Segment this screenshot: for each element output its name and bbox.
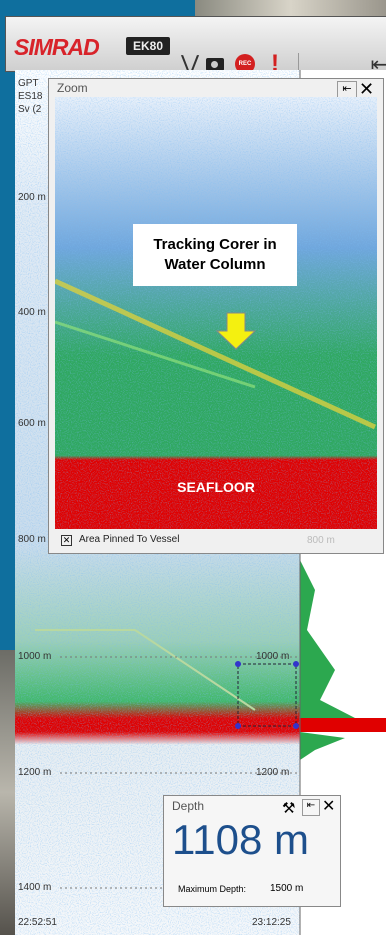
depth-label: 1400 m	[18, 882, 51, 893]
zoom-title: Zoom	[57, 81, 88, 95]
pin-button[interactable]: ⇤	[302, 799, 320, 816]
depth-window: Depth ⚒ ⇤ ✕ 1108 m Maximum Depth: 1500 m	[163, 795, 341, 907]
zoom-window: Zoom ⇤ ✕ Tracking Corer in Water Column …	[48, 78, 384, 554]
max-depth-label: Maximum Depth:	[178, 884, 246, 894]
seafloor-label: SEAFLOOR	[49, 479, 383, 495]
toolbar: SIMRAD EK80 ⋁ REC ! ⇤	[5, 16, 386, 72]
zoom-speckle	[55, 97, 377, 529]
header-line: GPT	[18, 77, 42, 90]
camera-lens	[211, 61, 218, 68]
background-photo	[195, 0, 386, 16]
settings-button[interactable]: ⚒	[282, 799, 295, 817]
depth-label: 1200 m	[18, 767, 51, 778]
camera-icon	[206, 58, 224, 71]
seafloor-histogram	[300, 718, 386, 732]
zoom-depth-label: 800 m	[307, 535, 335, 546]
depth-title: Depth	[172, 799, 204, 813]
depth-label: 1200 m	[256, 767, 289, 778]
depth-label: 400 m	[18, 307, 46, 318]
zoom-image	[55, 97, 377, 529]
zoom-handle	[293, 661, 299, 667]
brand-logo: SIMRAD	[14, 34, 99, 61]
depth-label: 1000 m	[18, 651, 51, 662]
depth-label: 200 m	[18, 192, 46, 203]
zoom-handle	[235, 661, 241, 667]
max-depth-value: 1500 m	[270, 883, 303, 894]
zoom-handle	[235, 723, 241, 729]
end-time: 23:12:25	[252, 917, 291, 928]
depth-label: 600 m	[18, 418, 46, 429]
close-button[interactable]: ✕	[322, 798, 335, 816]
zoom-handle	[293, 723, 299, 729]
pinned-label: Area Pinned To Vessel	[79, 534, 179, 545]
header-line: Sv (2	[18, 103, 42, 116]
annotation: Tracking Corer in Water Column	[133, 224, 297, 286]
model-badge: EK80	[126, 37, 170, 55]
background-photo	[0, 650, 16, 935]
depth-label: 1000 m	[256, 651, 289, 662]
pin-checkbox[interactable]: ✕	[61, 535, 72, 546]
header-line: ES18	[18, 90, 42, 103]
screen: {"toolbar":{"brand":"SIMRAD","model":"EK…	[0, 0, 386, 935]
start-time: 22:52:51	[18, 917, 57, 928]
depth-value: 1108 m	[172, 816, 309, 864]
depth-label: 800 m	[18, 534, 46, 545]
close-button[interactable]: ✕	[359, 80, 374, 98]
